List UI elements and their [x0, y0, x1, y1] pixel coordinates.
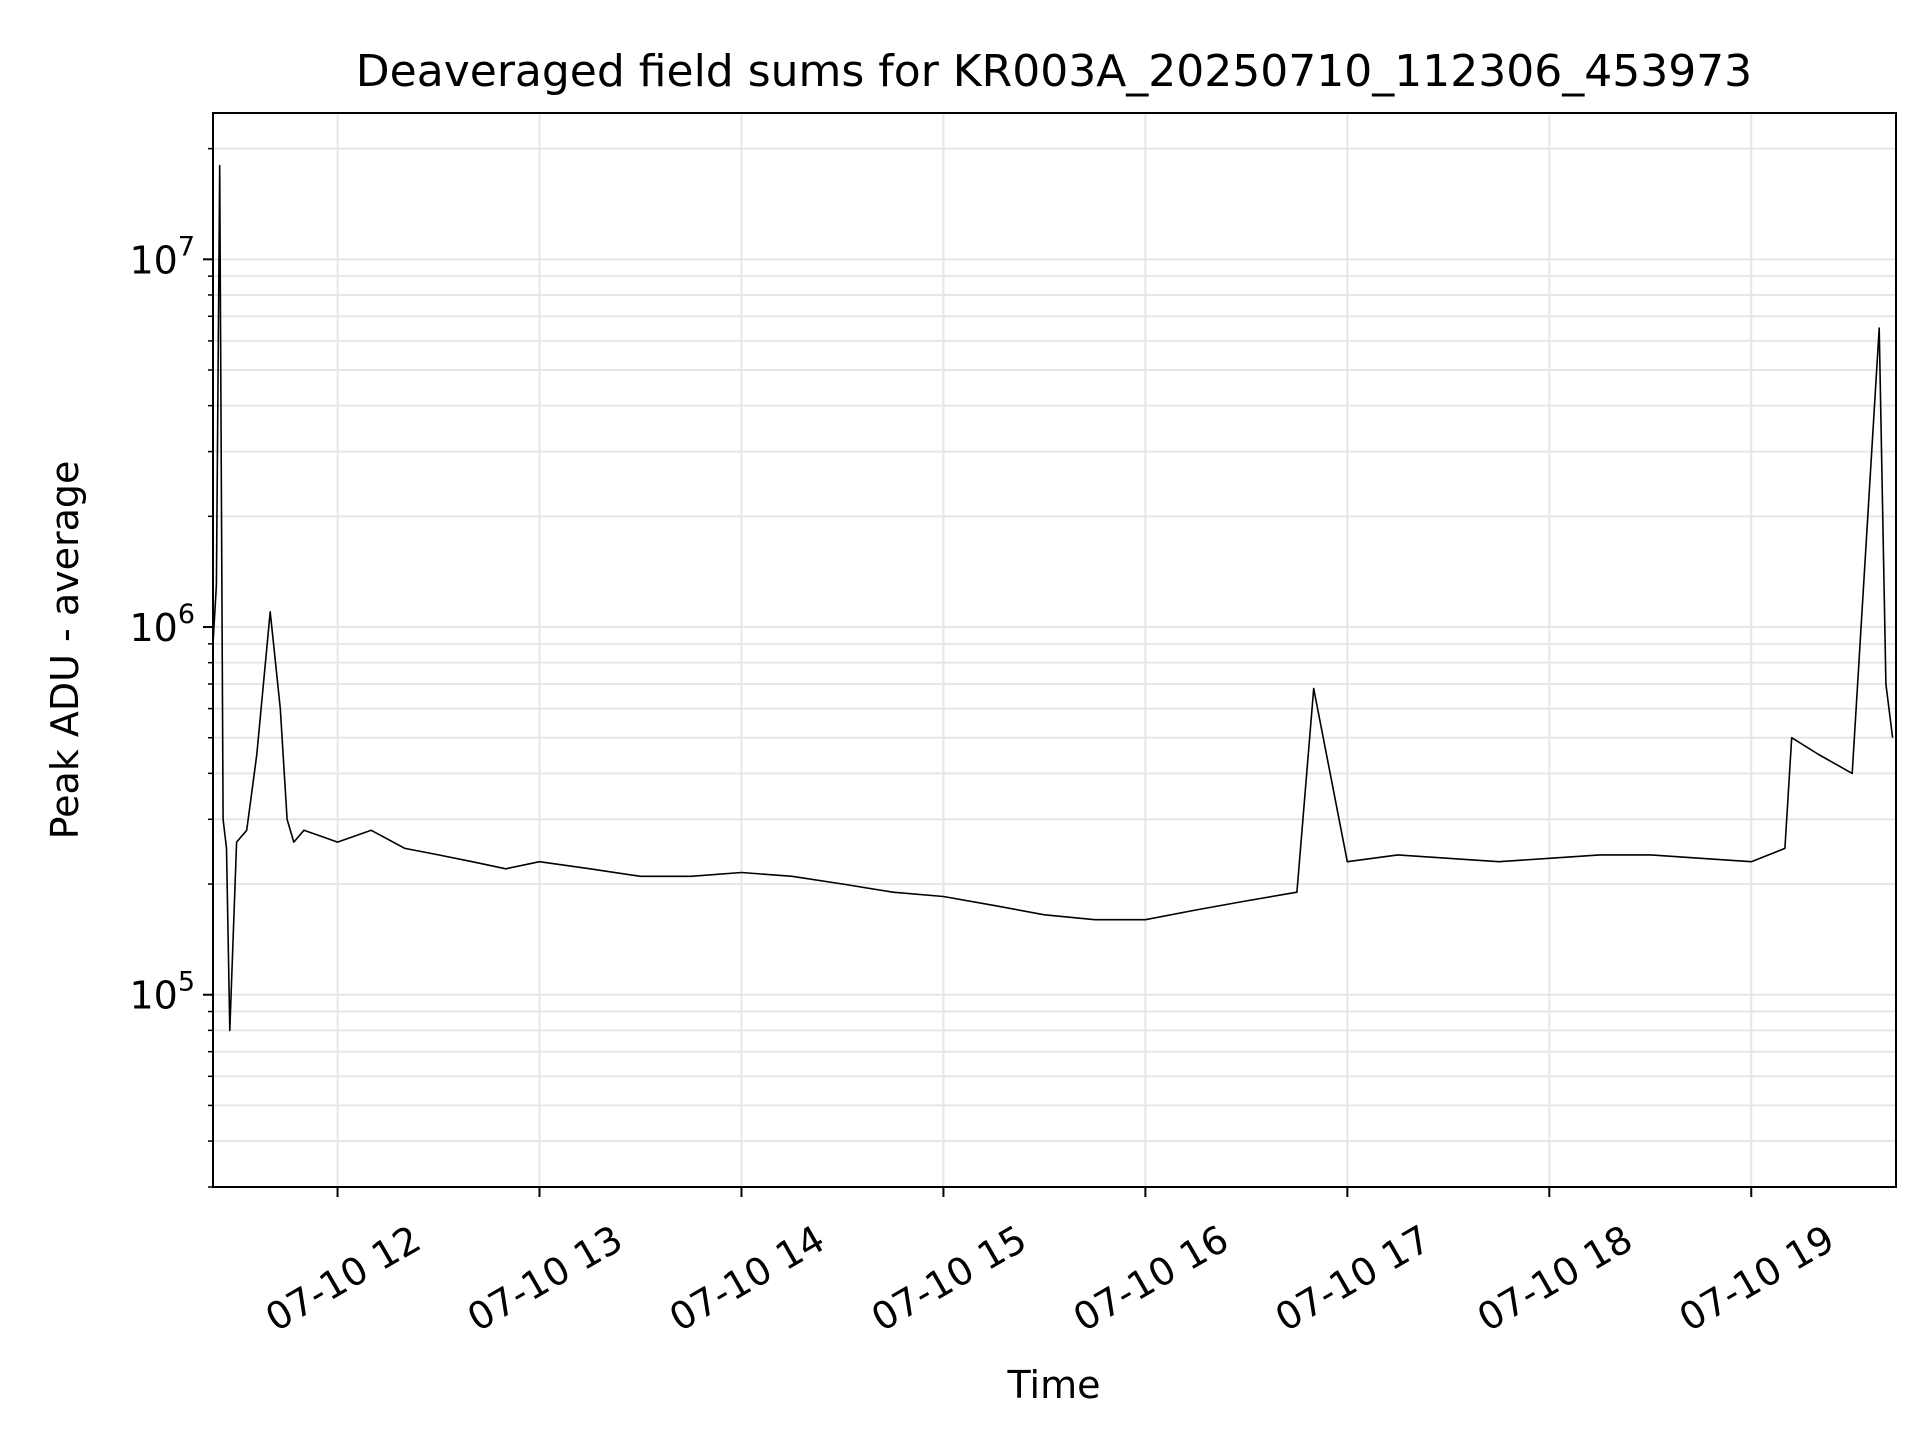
y-tick-label: 105 — [129, 967, 195, 1018]
series-line — [212, 164, 1894, 1032]
chart-title: Deaveraged field sums for KR003A_2025071… — [356, 46, 1752, 97]
x-axis-label: Time — [1007, 1363, 1101, 1407]
plot-area — [212, 164, 1894, 1032]
grid — [213, 113, 1896, 1188]
y-axis-label: Peak ADU - average — [43, 461, 87, 840]
plot-frame — [212, 112, 1897, 1188]
